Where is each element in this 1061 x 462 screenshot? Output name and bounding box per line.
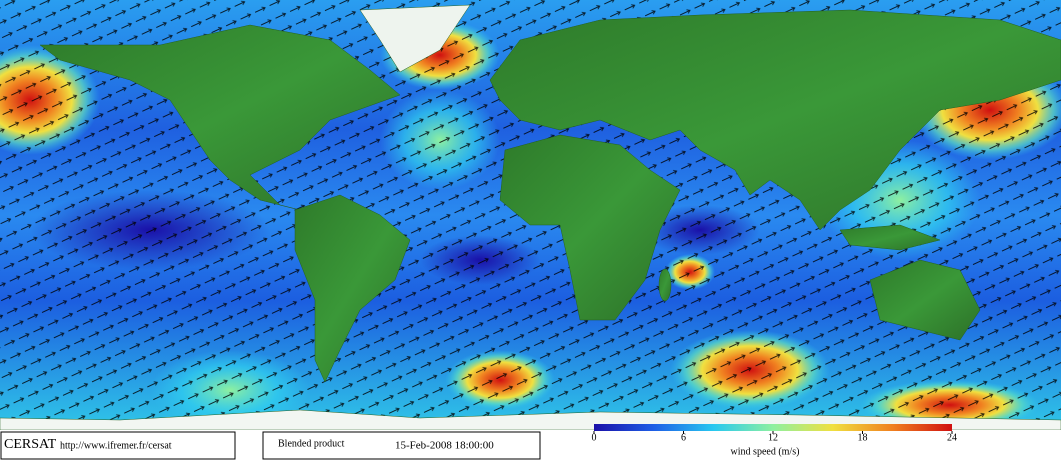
- colorbar-label: wind speed (m/s): [731, 446, 800, 457]
- colorbar-ticks: 0 6 12 18 24: [592, 431, 957, 443]
- colorbar-tick-label: 0: [592, 432, 597, 443]
- logo: CERSAT: [4, 437, 57, 452]
- product: Blended product: [278, 438, 345, 449]
- land: [0, 4, 1061, 431]
- colorbar-tick-label: 12: [768, 432, 778, 443]
- colorbar: [594, 424, 952, 431]
- product-box: [262, 431, 541, 460]
- colorbar-tick-label: 6: [681, 432, 686, 443]
- colorbar-tick-label: 24: [947, 432, 957, 443]
- datetime: 15-Feb-2008 18:00:00: [395, 440, 494, 452]
- colorbar-tick-label: 18: [858, 432, 868, 443]
- url[interactable]: http://www.ifremer.fr/cersat: [60, 440, 172, 451]
- source-box: [0, 431, 236, 460]
- footer: CERSAT http://www.ifremer.fr/cersat Blen…: [0, 424, 1061, 462]
